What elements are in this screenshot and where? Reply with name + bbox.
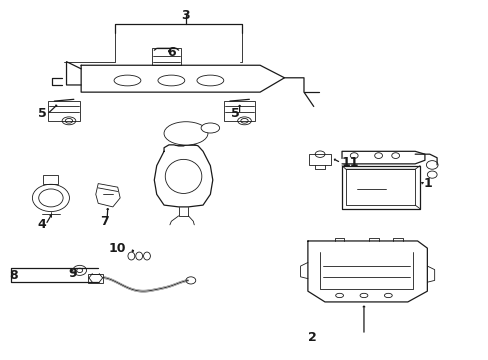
Text: 6: 6 xyxy=(167,46,175,59)
Text: 7: 7 xyxy=(100,215,109,228)
Ellipse shape xyxy=(163,122,207,145)
Text: 2: 2 xyxy=(308,331,317,344)
Text: 8: 8 xyxy=(9,269,18,282)
Text: 1: 1 xyxy=(423,177,432,190)
Text: 5: 5 xyxy=(230,107,239,120)
Text: 9: 9 xyxy=(68,267,77,280)
Text: 3: 3 xyxy=(182,9,190,22)
Text: 10: 10 xyxy=(109,242,126,255)
Text: 4: 4 xyxy=(38,218,46,231)
Ellipse shape xyxy=(201,123,219,133)
Text: 5: 5 xyxy=(38,107,47,120)
Text: 11: 11 xyxy=(341,156,359,169)
